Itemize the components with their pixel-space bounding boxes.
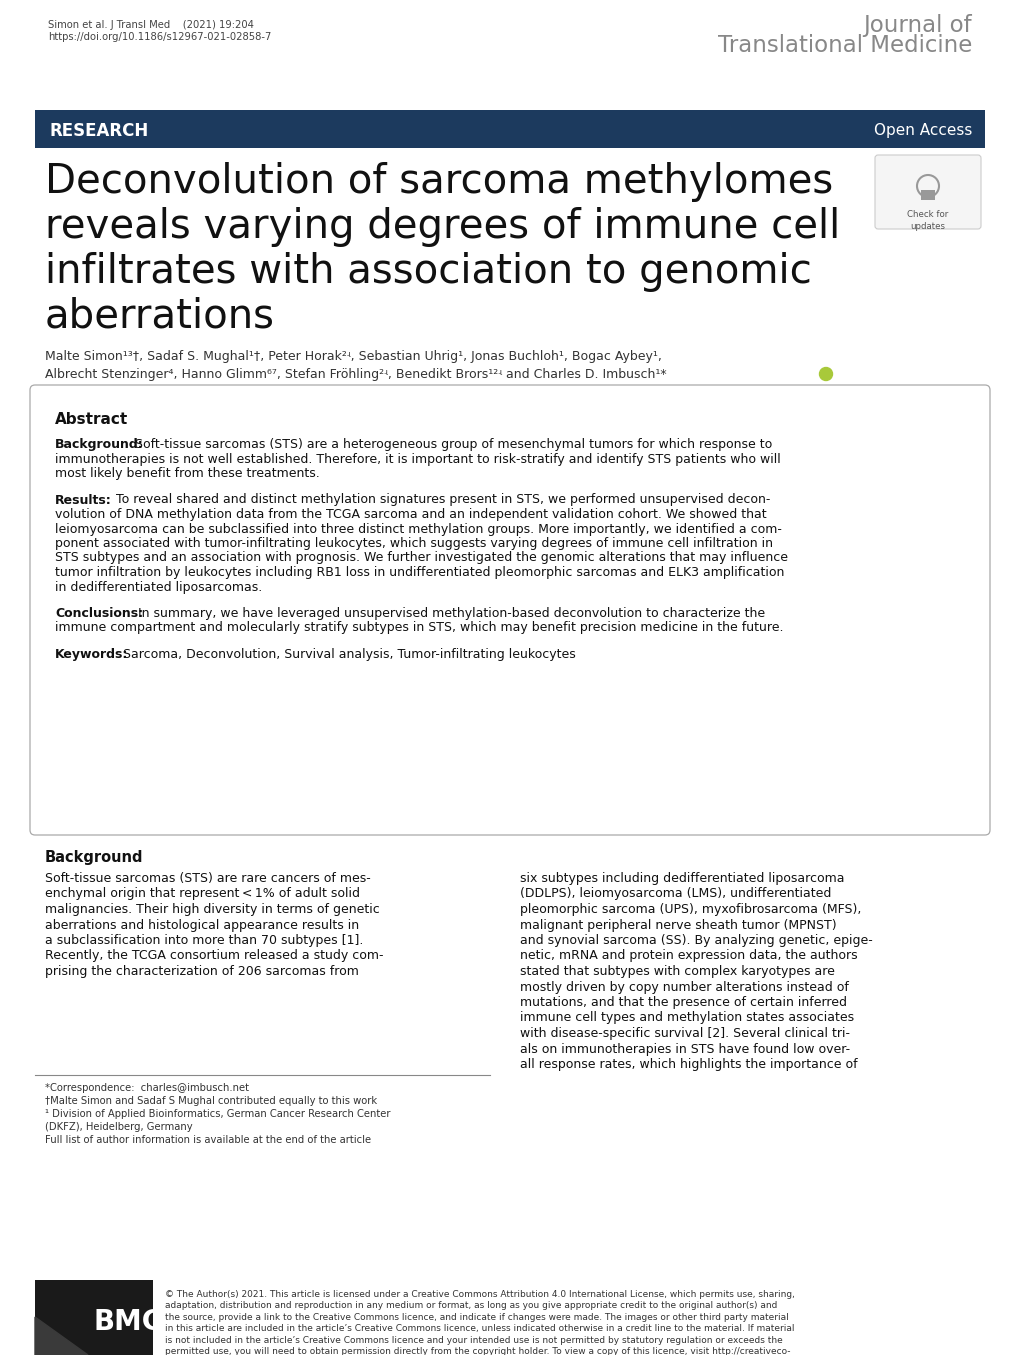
Text: *Correspondence:  charles@imbusch.net: *Correspondence: charles@imbusch.net: [45, 1083, 249, 1093]
Text: netic, mRNA and protein expression data, the authors: netic, mRNA and protein expression data,…: [520, 950, 857, 962]
Bar: [920, 190, 934, 201]
Text: Translational Medicine: Translational Medicine: [717, 34, 971, 57]
Text: ponent associated with tumor-infiltrating leukocytes, which suggests varying deg: ponent associated with tumor-infiltratin…: [55, 537, 772, 550]
Text: Recently, the TCGA consortium released a study com-: Recently, the TCGA consortium released a…: [45, 950, 383, 962]
Text: and synovial sarcoma (SS). By analyzing genetic, epige-: and synovial sarcoma (SS). By analyzing …: [520, 934, 872, 947]
Text: Keywords:: Keywords:: [55, 648, 128, 661]
FancyBboxPatch shape: [30, 385, 989, 835]
Text: tumor infiltration by leukocytes including RB1 loss in undifferentiated pleomorp: tumor infiltration by leukocytes includi…: [55, 566, 784, 579]
Text: Simon et al. J Transl Med    (2021) 19:204: Simon et al. J Transl Med (2021) 19:204: [48, 20, 254, 30]
Text: Albrecht Stenzinger⁴, Hanno Glimm⁶⁷, Stefan Fröhling²ʵ, Benedikt Brors¹²ʵ and Ch: Albrecht Stenzinger⁴, Hanno Glimm⁶⁷, Ste…: [45, 369, 666, 381]
Text: als on immunotherapies in STS have found low over-: als on immunotherapies in STS have found…: [520, 1042, 849, 1056]
Text: in this article are included in the article’s Creative Commons licence, unless i: in this article are included in the arti…: [165, 1324, 794, 1333]
Text: leiomyosarcoma can be subclassified into three distinct methylation groups. More: leiomyosarcoma can be subclassified into…: [55, 523, 782, 535]
Text: (DDLPS), leiomyosarcoma (LMS), undifferentiated: (DDLPS), leiomyosarcoma (LMS), undiffere…: [520, 888, 830, 901]
Text: aberrations and histological appearance results in: aberrations and histological appearance …: [45, 919, 359, 931]
Text: mutations, and that the presence of certain inferred: mutations, and that the presence of cert…: [520, 996, 846, 1009]
Text: all response rates, which highlights the importance of: all response rates, which highlights the…: [520, 1058, 857, 1070]
Text: in dedifferentiated liposarcomas.: in dedifferentiated liposarcomas.: [55, 580, 262, 593]
Text: prising the characterization of 206 sarcomas from: prising the characterization of 206 sarc…: [45, 965, 359, 978]
Text: Malte Simon¹³†, Sadaf S. Mughal¹†, Peter Horak²ʵ, Sebastian Uhrig¹, Jonas Buchlo: Malte Simon¹³†, Sadaf S. Mughal¹†, Peter…: [45, 350, 661, 363]
Text: reveals varying degrees of immune cell: reveals varying degrees of immune cell: [45, 207, 840, 247]
Text: Full list of author information is available at the end of the article: Full list of author information is avail…: [45, 1135, 371, 1145]
Text: © The Author(s) 2021. This article is licensed under a Creative Commons Attribut: © The Author(s) 2021. This article is li…: [165, 1290, 794, 1299]
Text: To reveal shared and distinct methylation signatures present in STS, we performe: To reveal shared and distinct methylatio…: [108, 493, 769, 507]
Text: RESEARCH: RESEARCH: [50, 122, 149, 140]
Text: a subclassification into more than 70 subtypes [1].: a subclassification into more than 70 su…: [45, 934, 363, 947]
Text: stated that subtypes with complex karyotypes are: stated that subtypes with complex karyot…: [520, 965, 835, 978]
Text: Abstract: Abstract: [55, 412, 128, 427]
Text: immunotherapies is not well established. Therefore, it is important to risk-stra: immunotherapies is not well established.…: [55, 453, 780, 466]
FancyBboxPatch shape: [874, 154, 980, 229]
Text: ¹ Division of Applied Bioinformatics, German Cancer Research Center: ¹ Division of Applied Bioinformatics, Ge…: [45, 1108, 390, 1119]
Text: Soft-tissue sarcomas (STS) are a heterogeneous group of mesenchymal tumors for w: Soft-tissue sarcomas (STS) are a heterog…: [127, 438, 771, 451]
Text: https://doi.org/10.1186/s12967-021-02858-7: https://doi.org/10.1186/s12967-021-02858…: [48, 33, 271, 42]
Text: aberrations: aberrations: [45, 297, 275, 337]
Bar: [35, 110, 984, 148]
Text: mostly driven by copy number alterations instead of: mostly driven by copy number alterations…: [520, 981, 848, 993]
Text: Background:: Background:: [55, 438, 144, 451]
Text: most likely benefit from these treatments.: most likely benefit from these treatment…: [55, 467, 319, 480]
Text: pleomorphic sarcoma (UPS), myxofibrosarcoma (MFS),: pleomorphic sarcoma (UPS), myxofibrosarc…: [520, 902, 860, 916]
Text: STS subtypes and an association with prognosis. We further investigated the geno: STS subtypes and an association with pro…: [55, 551, 788, 565]
Polygon shape: [35, 1317, 88, 1355]
Text: infiltrates with association to genomic: infiltrates with association to genomic: [45, 252, 811, 291]
Bar: [35, 1280, 153, 1355]
Text: malignancies. Their high diversity in terms of genetic: malignancies. Their high diversity in te…: [45, 902, 379, 916]
Text: enchymal origin that represent < 1% of adult solid: enchymal origin that represent < 1% of a…: [45, 888, 360, 901]
Text: with disease-specific survival [2]. Several clinical tri-: with disease-specific survival [2]. Seve…: [520, 1027, 849, 1041]
Text: six subtypes including dedifferentiated liposarcoma: six subtypes including dedifferentiated …: [520, 873, 844, 885]
Text: Soft-tissue sarcomas (STS) are rare cancers of mes-: Soft-tissue sarcomas (STS) are rare canc…: [45, 873, 370, 885]
Text: †Malte Simon and Sadaf S Mughal contributed equally to this work: †Malte Simon and Sadaf S Mughal contribu…: [45, 1096, 377, 1106]
Text: immune compartment and molecularly stratify subtypes in STS, which may benefit p: immune compartment and molecularly strat…: [55, 622, 783, 634]
Circle shape: [818, 367, 832, 381]
Text: malignant peripheral nerve sheath tumor (MPNST): malignant peripheral nerve sheath tumor …: [520, 919, 836, 931]
Text: volution of DNA methylation data from the TCGA sarcoma and an independent valida: volution of DNA methylation data from th…: [55, 508, 766, 522]
Text: is not included in the article’s Creative Commons licence and your intended use : is not included in the article’s Creativ…: [165, 1336, 782, 1346]
Text: (DKFZ), Heidelberg, Germany: (DKFZ), Heidelberg, Germany: [45, 1122, 193, 1131]
Text: Results:: Results:: [55, 493, 112, 507]
Text: Open Access: Open Access: [872, 123, 971, 138]
Text: the source, provide a link to the Creative Commons licence, and indicate if chan: the source, provide a link to the Creati…: [165, 1313, 788, 1322]
Text: immune cell types and methylation states associates: immune cell types and methylation states…: [520, 1011, 853, 1024]
Text: BMC: BMC: [94, 1308, 163, 1336]
Text: adaptation, distribution and reproduction in any medium or format, as long as yo: adaptation, distribution and reproductio…: [165, 1302, 776, 1310]
Text: In summary, we have leveraged unsupervised methylation-based deconvolution to ch: In summary, we have leveraged unsupervis…: [129, 607, 764, 621]
Text: Check for
updates: Check for updates: [907, 210, 948, 230]
Text: Journal of: Journal of: [862, 14, 971, 37]
Text: Conclusions:: Conclusions:: [55, 607, 143, 621]
Text: permitted use, you will need to obtain permission directly from the copyright ho: permitted use, you will need to obtain p…: [165, 1347, 790, 1355]
Text: Background: Background: [45, 850, 144, 864]
Text: Deconvolution of sarcoma methylomes: Deconvolution of sarcoma methylomes: [45, 163, 833, 202]
Text: Sarcoma, Deconvolution, Survival analysis, Tumor-infiltrating leukocytes: Sarcoma, Deconvolution, Survival analysi…: [115, 648, 575, 661]
